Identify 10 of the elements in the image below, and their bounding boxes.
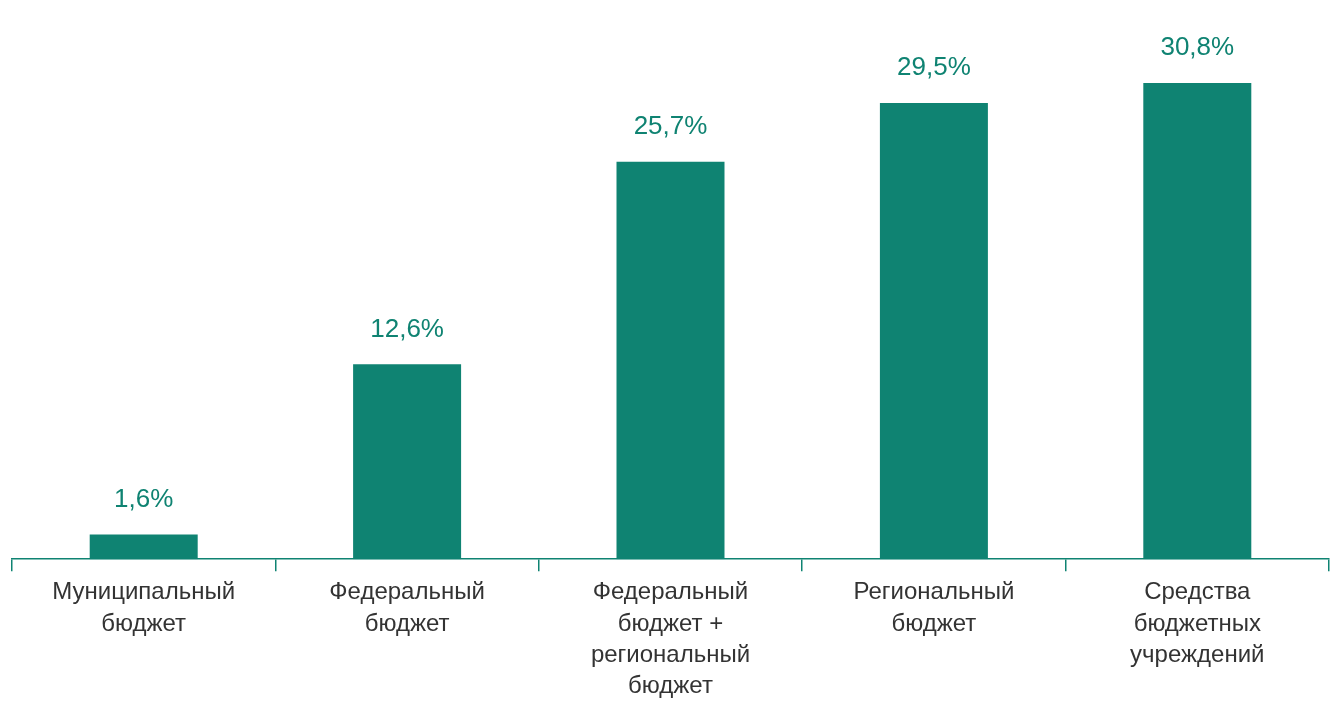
x-tick-label: Федеральный бюджет + региональный бюджет — [590, 577, 751, 699]
x-tick-label: Федеральный бюджет — [329, 577, 485, 636]
data-label: 25,7% — [633, 109, 708, 140]
x-tick-label: Муниципальный бюджет — [52, 577, 236, 636]
data-label: 12,6% — [370, 312, 444, 343]
x-tick-label: Региональный бюджет — [853, 577, 1015, 636]
data-label: 29,5% — [897, 51, 971, 82]
data-label: 30,8% — [1160, 31, 1235, 62]
x-tick-label: Средства бюджетных учреждений — [1130, 577, 1265, 667]
data-label: 1,6% — [114, 482, 174, 513]
